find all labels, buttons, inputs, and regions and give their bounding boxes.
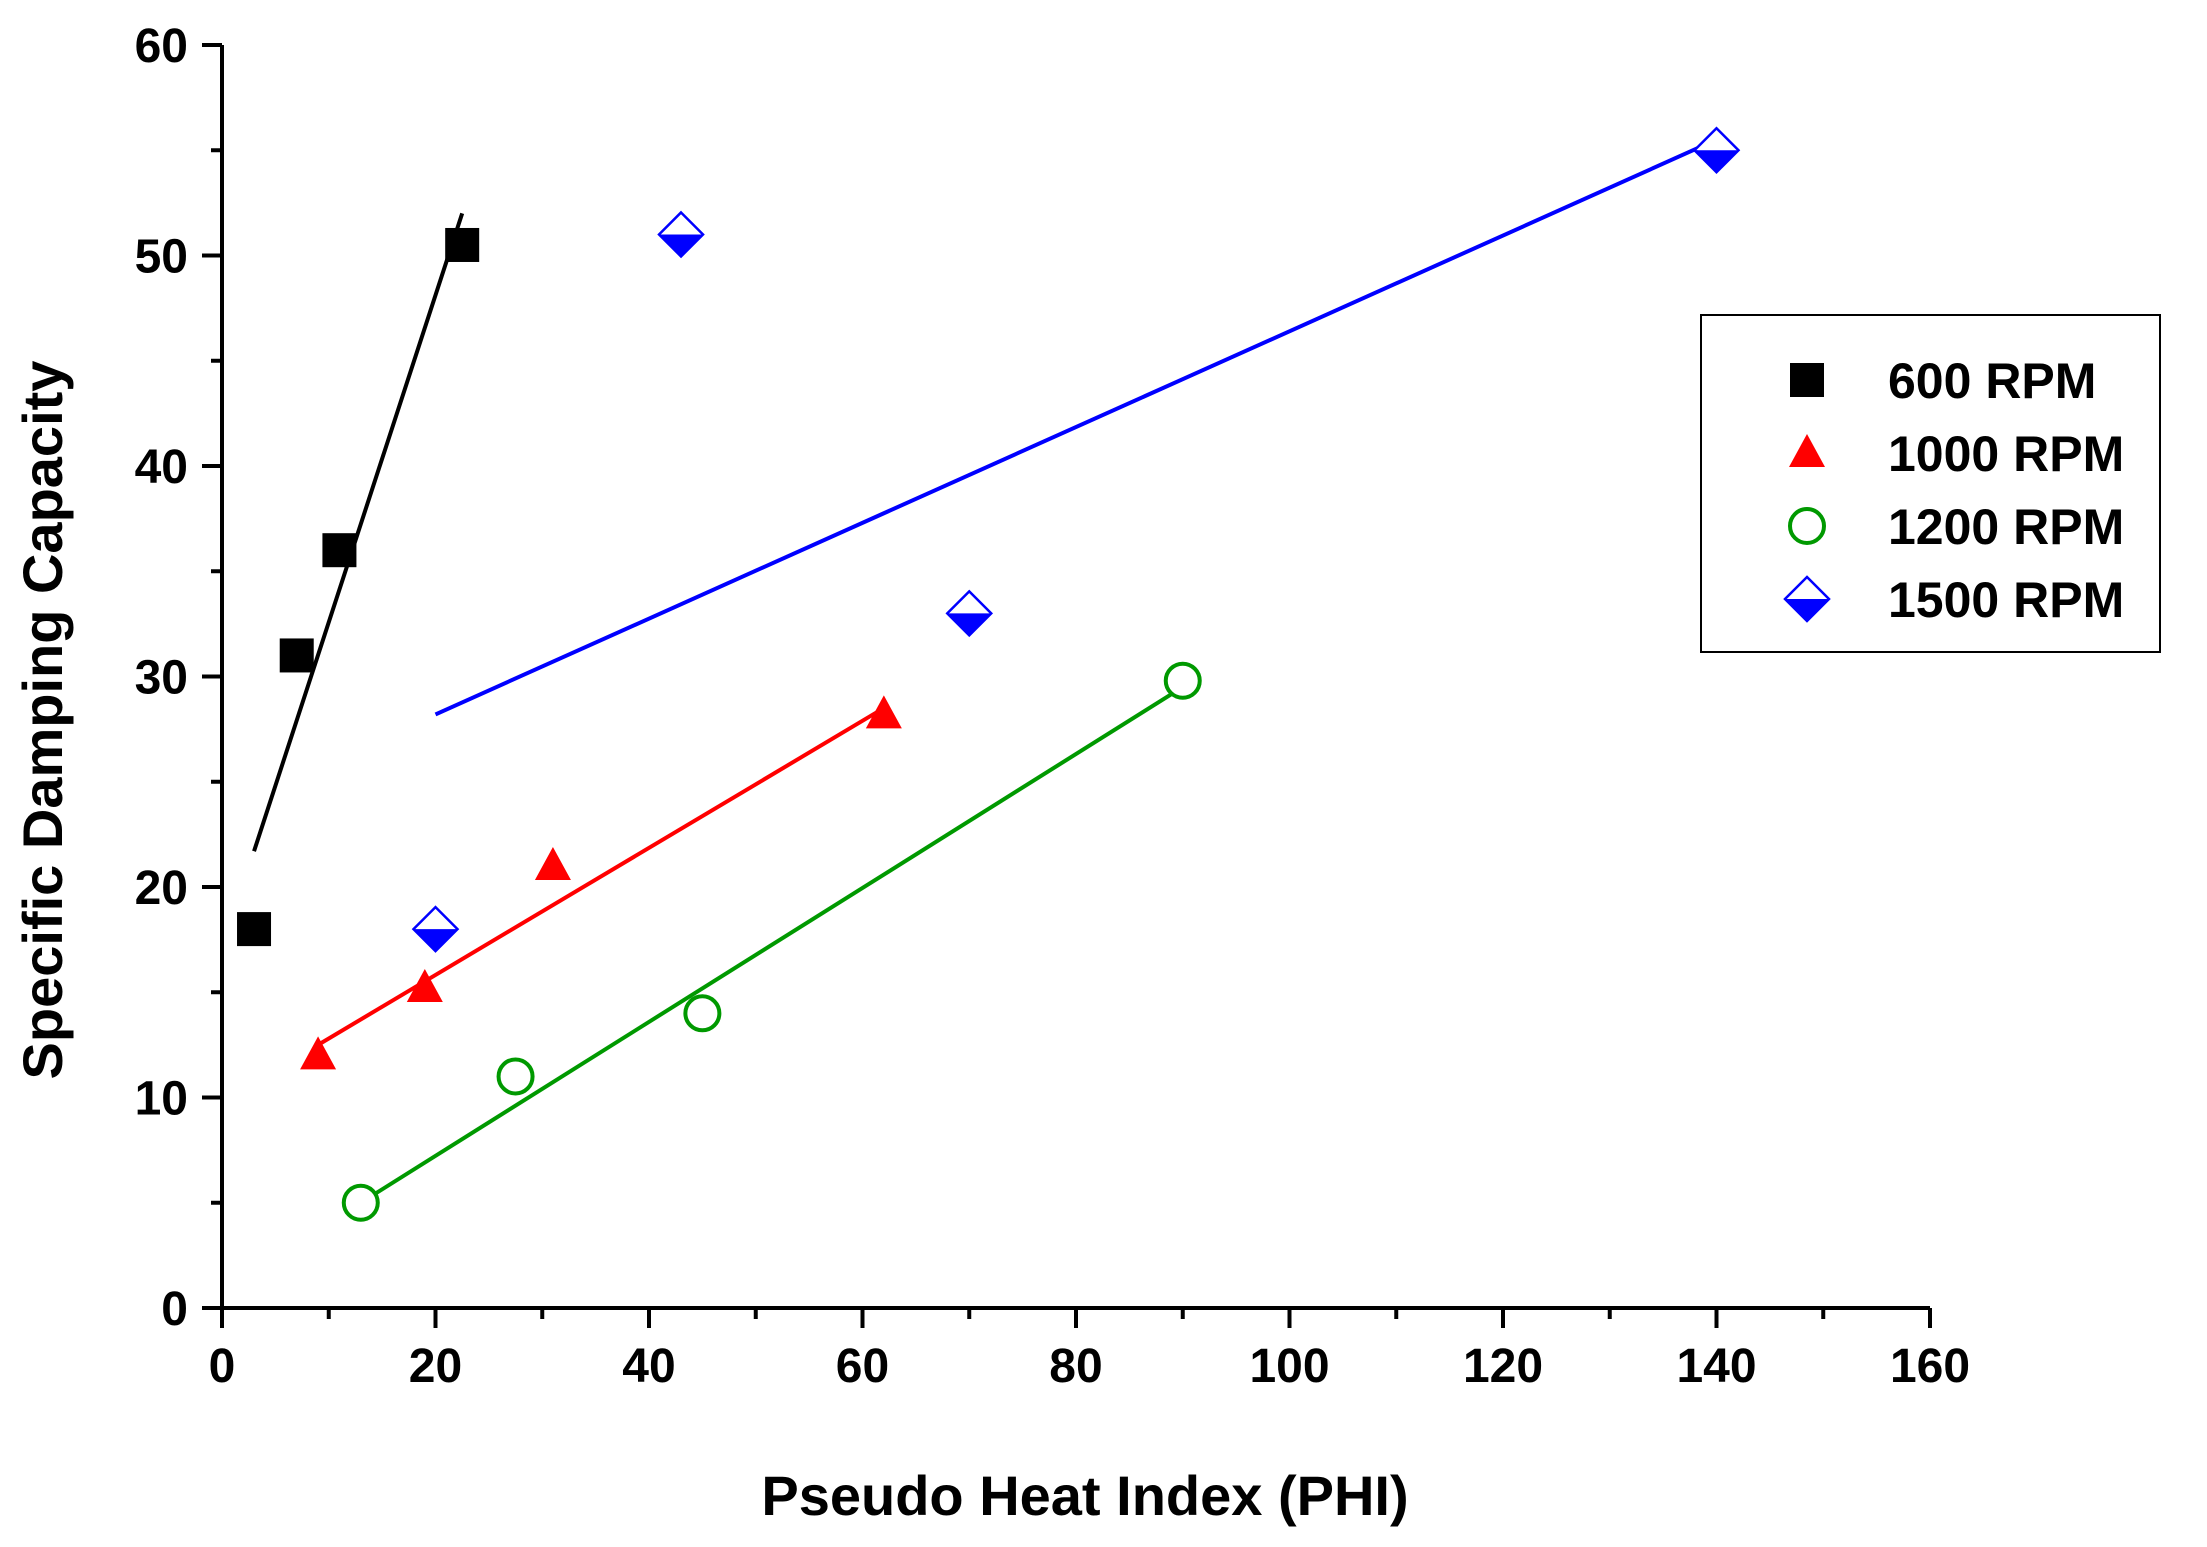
y-tick-label: 30 — [135, 652, 188, 705]
square-marker-shape — [445, 227, 480, 262]
square-marker-shape — [322, 533, 357, 568]
data-point-1200-rpm — [341, 1183, 380, 1222]
triangle-marker-shape — [865, 695, 902, 729]
x-tick-label: 120 — [1463, 1340, 1543, 1393]
y-tick-label: 40 — [135, 441, 188, 494]
data-point-1500-rpm — [411, 905, 460, 953]
x-tick-label: 140 — [1676, 1340, 1756, 1393]
data-point-1500-rpm — [1692, 126, 1741, 175]
data-point-600-rpm — [322, 533, 357, 568]
x-tick-label: 80 — [1049, 1340, 1102, 1393]
fit-lines — [252, 137, 1718, 1205]
legend-marker-600-rpm — [1790, 363, 1824, 397]
data-point-1000-rpm — [300, 1036, 337, 1070]
diamond-top-half — [659, 212, 704, 235]
diamond-outline — [657, 210, 705, 259]
fit-line-1200-rpm — [359, 685, 1184, 1205]
square-marker-shape — [237, 912, 272, 947]
circle-marker-shape — [1788, 507, 1826, 545]
legend: 600 RPM 1000 RPM 1200 RPM 1500 RPM — [1700, 314, 2161, 653]
x-tick-label: 60 — [836, 1340, 889, 1393]
diamond-top-half — [413, 907, 458, 930]
circle-marker-shape — [1163, 661, 1202, 700]
diamond-bottom-half — [1785, 599, 1829, 621]
diamond-outline — [945, 589, 994, 638]
diamond-outline — [1783, 575, 1831, 623]
x-tick-label: 40 — [622, 1340, 675, 1393]
circle-marker-shape — [496, 1057, 535, 1096]
data-point-600-rpm — [237, 912, 272, 947]
fit-line-1500-rpm — [434, 137, 1718, 717]
triangle-marker-shape — [534, 846, 571, 880]
x-tick-label: 20 — [409, 1340, 462, 1393]
diamond-outline — [1692, 126, 1741, 175]
x-axis-title: Pseudo Heat Index (PHI) — [761, 1464, 1408, 1527]
data-markers — [237, 126, 1741, 1222]
y-tick-label: 0 — [161, 1283, 188, 1336]
circle-marker-shape — [341, 1183, 380, 1222]
data-point-1000-rpm — [865, 695, 902, 729]
y-tick-label: 60 — [135, 20, 188, 73]
diamond-bottom-half — [659, 234, 704, 257]
triangle-marker-shape — [1789, 434, 1825, 467]
y-axis-title: Specific Damping Capacity — [11, 361, 74, 1080]
square-marker-shape — [279, 638, 314, 673]
y-tick-label: 20 — [135, 862, 188, 915]
diamond-bottom-half — [947, 613, 992, 636]
diamond-top-half — [1694, 128, 1739, 151]
data-point-1200-rpm — [1163, 661, 1202, 700]
y-tick-label: 10 — [135, 1073, 188, 1126]
diamond-bottom-half — [1694, 150, 1739, 173]
legend-marker-1200-rpm — [1788, 507, 1826, 545]
x-tick-label: 100 — [1249, 1340, 1329, 1393]
diamond-outline — [411, 905, 460, 953]
triangle-marker-shape — [406, 969, 443, 1003]
diamond-top-half — [1785, 577, 1829, 599]
square-marker-shape — [1790, 363, 1824, 397]
data-point-1500-rpm — [945, 589, 994, 638]
fit-line-1000-rpm — [317, 706, 885, 1047]
circle-marker-shape — [683, 994, 722, 1033]
data-point-600-rpm — [279, 638, 314, 673]
axes: 0 20 40 60 80 100 120 140 160 0 10 20 30 40 50 60 — [135, 20, 1970, 1393]
data-point-1200-rpm — [683, 994, 722, 1033]
legend-label-600-rpm: 600 RPM — [1888, 353, 2096, 409]
legend-box — [1700, 314, 2161, 653]
data-point-1500-rpm — [657, 210, 705, 259]
diamond-top-half — [947, 591, 992, 614]
fit-line-600-rpm — [252, 212, 465, 852]
legend-label-1200-rpm: 1200 RPM — [1888, 499, 2124, 555]
data-point-600-rpm — [445, 227, 480, 262]
x-tick-label: 160 — [1890, 1340, 1970, 1393]
y-tick-label: 50 — [135, 231, 188, 284]
diamond-bottom-half — [413, 929, 458, 952]
legend-label-1500-rpm: 1500 RPM — [1888, 572, 2124, 628]
legend-label-1000-rpm: 1000 RPM — [1888, 426, 2124, 482]
data-point-1200-rpm — [496, 1057, 535, 1096]
legend-marker-1000-rpm — [1789, 434, 1825, 467]
legend-marker-1500-rpm — [1783, 575, 1831, 623]
triangle-marker-shape — [300, 1036, 337, 1070]
x-tick-label: 0 — [209, 1340, 236, 1393]
data-point-1000-rpm — [534, 846, 571, 880]
data-point-1000-rpm — [406, 969, 443, 1003]
